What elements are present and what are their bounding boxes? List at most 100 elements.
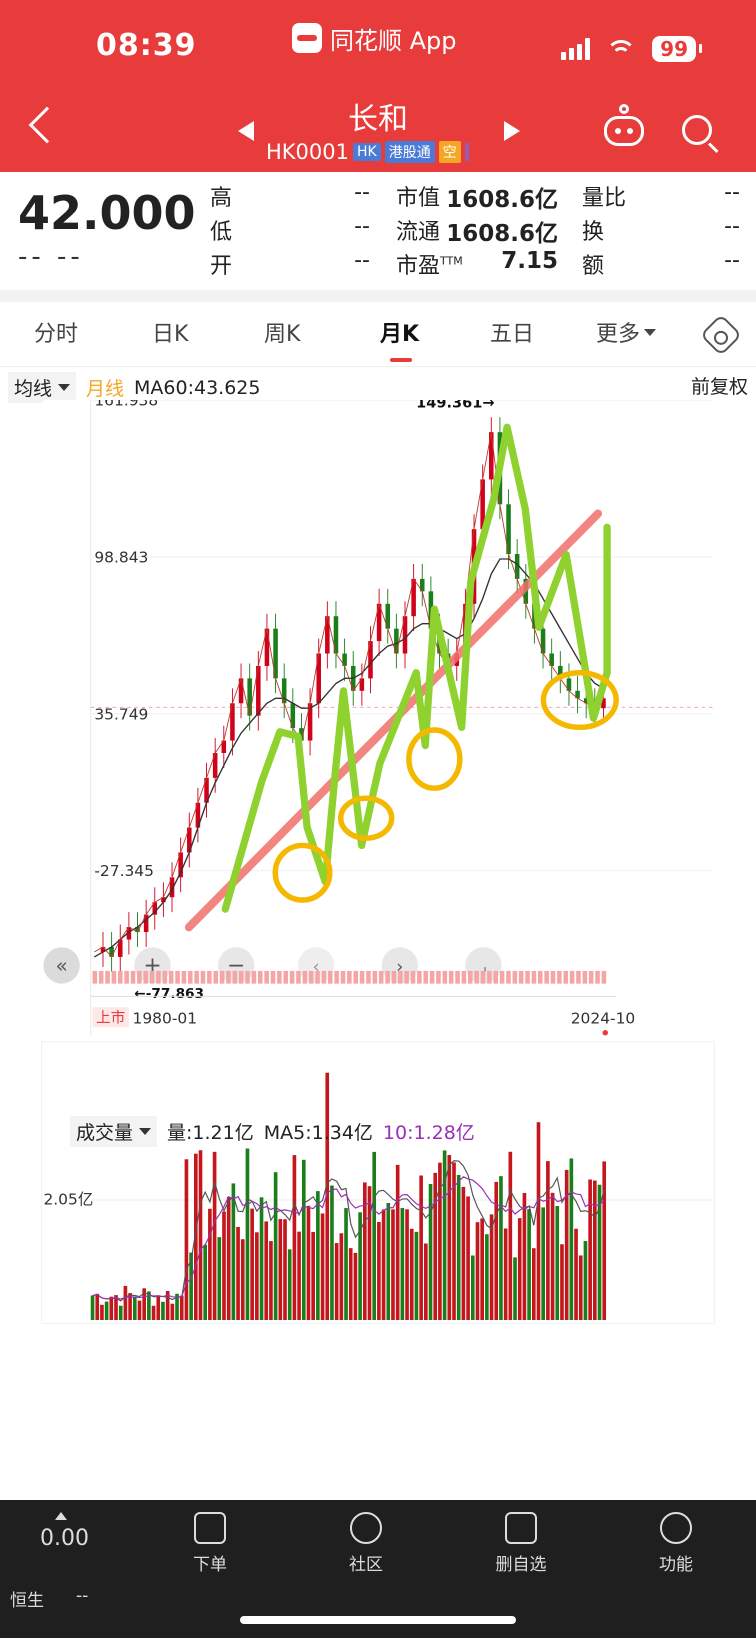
candle	[109, 946, 114, 957]
candle	[307, 703, 313, 741]
double-left-icon: «	[56, 954, 68, 978]
chart-controls[interactable]: « + − ‹ › ⌟	[43, 947, 502, 984]
quote-value-volratio: --	[724, 180, 740, 205]
candle	[273, 628, 278, 679]
candle	[333, 616, 339, 654]
volume-bar	[348, 1248, 353, 1320]
volume-bar	[306, 1205, 311, 1320]
candle	[264, 628, 270, 666]
chevron-down-icon	[644, 328, 657, 336]
volume-bar	[320, 1213, 325, 1320]
adjust-type[interactable]: 前复权	[690, 376, 748, 398]
event-marker	[175, 970, 180, 984]
tab-more[interactable]: 更多	[596, 316, 657, 348]
quote-value-pe: 7.15	[501, 248, 558, 274]
event-marker	[321, 970, 327, 984]
index-value[interactable]: 0.00	[40, 1526, 89, 1551]
volume-bar	[536, 1122, 541, 1320]
volume-bar	[400, 1208, 405, 1320]
quote-value-mktcap: 1608.6亿	[446, 187, 558, 213]
volume-bar	[564, 1169, 569, 1320]
tab-five-day[interactable]: 五日	[490, 322, 535, 347]
active-tab-indicator	[390, 358, 412, 362]
nav-remove-watch[interactable]: 删自选	[486, 1512, 556, 1575]
volume-bar	[264, 1221, 269, 1320]
volume-bar	[447, 1155, 452, 1320]
volume-bar	[546, 1161, 550, 1320]
volume-bar	[245, 1148, 250, 1320]
volume-bar	[269, 1241, 273, 1320]
volume-bar	[161, 1301, 165, 1320]
event-marker	[296, 970, 301, 984]
volume-bar	[527, 1209, 531, 1320]
quote-label-pe: 市盈TTM	[396, 248, 463, 280]
volume-bar	[273, 1172, 278, 1320]
nav-community-label: 社区	[349, 1555, 383, 1575]
volume-bar	[494, 1181, 499, 1320]
volume-bar	[278, 1219, 283, 1320]
volume-bar	[118, 1305, 123, 1320]
prev-stock-icon[interactable]	[238, 121, 254, 141]
settings-icon[interactable]	[699, 313, 743, 357]
chevron-down-icon	[139, 1128, 152, 1135]
app-header: 08:39 同花顺 App 99 长和 HK0001 HK 港股通 空	[0, 0, 756, 172]
tab-daily-k[interactable]: 日K	[152, 322, 189, 347]
event-marker	[168, 970, 174, 984]
y-tick-label: 161.938	[94, 400, 158, 409]
volume-bar	[198, 1150, 203, 1320]
nav-order[interactable]: 下单	[180, 1512, 240, 1575]
volume-bar	[386, 1203, 391, 1320]
candle	[230, 703, 235, 741]
volume-bar	[372, 1151, 377, 1320]
volume-bar	[203, 1244, 208, 1320]
event-marker	[595, 970, 600, 984]
volume-bar	[405, 1209, 409, 1320]
volume-bar	[330, 1185, 334, 1320]
tab-weekly-k[interactable]: 周K	[264, 322, 301, 347]
candle	[143, 914, 149, 933]
volume-bars	[90, 1072, 607, 1320]
candle	[359, 678, 365, 691]
next-stock-icon[interactable]	[504, 121, 520, 141]
nav-order-label: 下单	[193, 1555, 227, 1575]
ma-selector[interactable]: 均线	[8, 372, 77, 403]
x-end-label: 2024-10	[571, 1010, 636, 1028]
kline-chart[interactable]: 161.938 98.843 35.749 -27.345 149.361→ ←-77…	[0, 400, 756, 1400]
search-icon[interactable]	[682, 115, 712, 145]
event-marker	[156, 970, 161, 984]
volume-bar	[165, 1291, 170, 1320]
star-icon	[350, 1512, 382, 1544]
volume-bar	[184, 1159, 189, 1320]
circle-annotation	[540, 670, 619, 730]
volume-selector[interactable]: 成交量	[70, 1116, 158, 1147]
volume-bar	[433, 1172, 438, 1320]
volume-bar	[602, 1161, 607, 1320]
volume-bar	[297, 1231, 301, 1320]
event-marker	[372, 970, 378, 984]
minus-box-icon	[505, 1512, 537, 1544]
tab-timeshare[interactable]: 分时	[34, 322, 79, 347]
robot-icon[interactable]	[604, 116, 644, 146]
event-marker	[207, 970, 212, 984]
signal-icon	[561, 38, 591, 60]
tab-monthly-k[interactable]: 月K	[380, 322, 420, 347]
event-marker	[232, 970, 238, 984]
volume-bar	[147, 1291, 151, 1320]
index-name[interactable]: 恒生	[10, 1591, 44, 1611]
candle	[212, 752, 218, 778]
status-app-name: 同花顺 App	[330, 26, 457, 55]
event-marker	[238, 970, 244, 984]
volume-value: 量:1.21亿	[167, 1122, 254, 1144]
volume-bar	[414, 1231, 419, 1320]
event-marker	[347, 970, 352, 984]
nav-functions[interactable]: 功能	[646, 1512, 706, 1575]
event-marker	[251, 970, 257, 984]
volume-bar	[217, 1237, 222, 1320]
circle-annotation	[406, 727, 463, 791]
candle	[221, 740, 227, 753]
max-price-label: 149.361→	[416, 400, 494, 411]
volume-bar	[503, 1228, 508, 1320]
volume-bar	[128, 1293, 132, 1320]
event-marker	[544, 970, 549, 984]
nav-community[interactable]: 社区	[336, 1512, 396, 1575]
